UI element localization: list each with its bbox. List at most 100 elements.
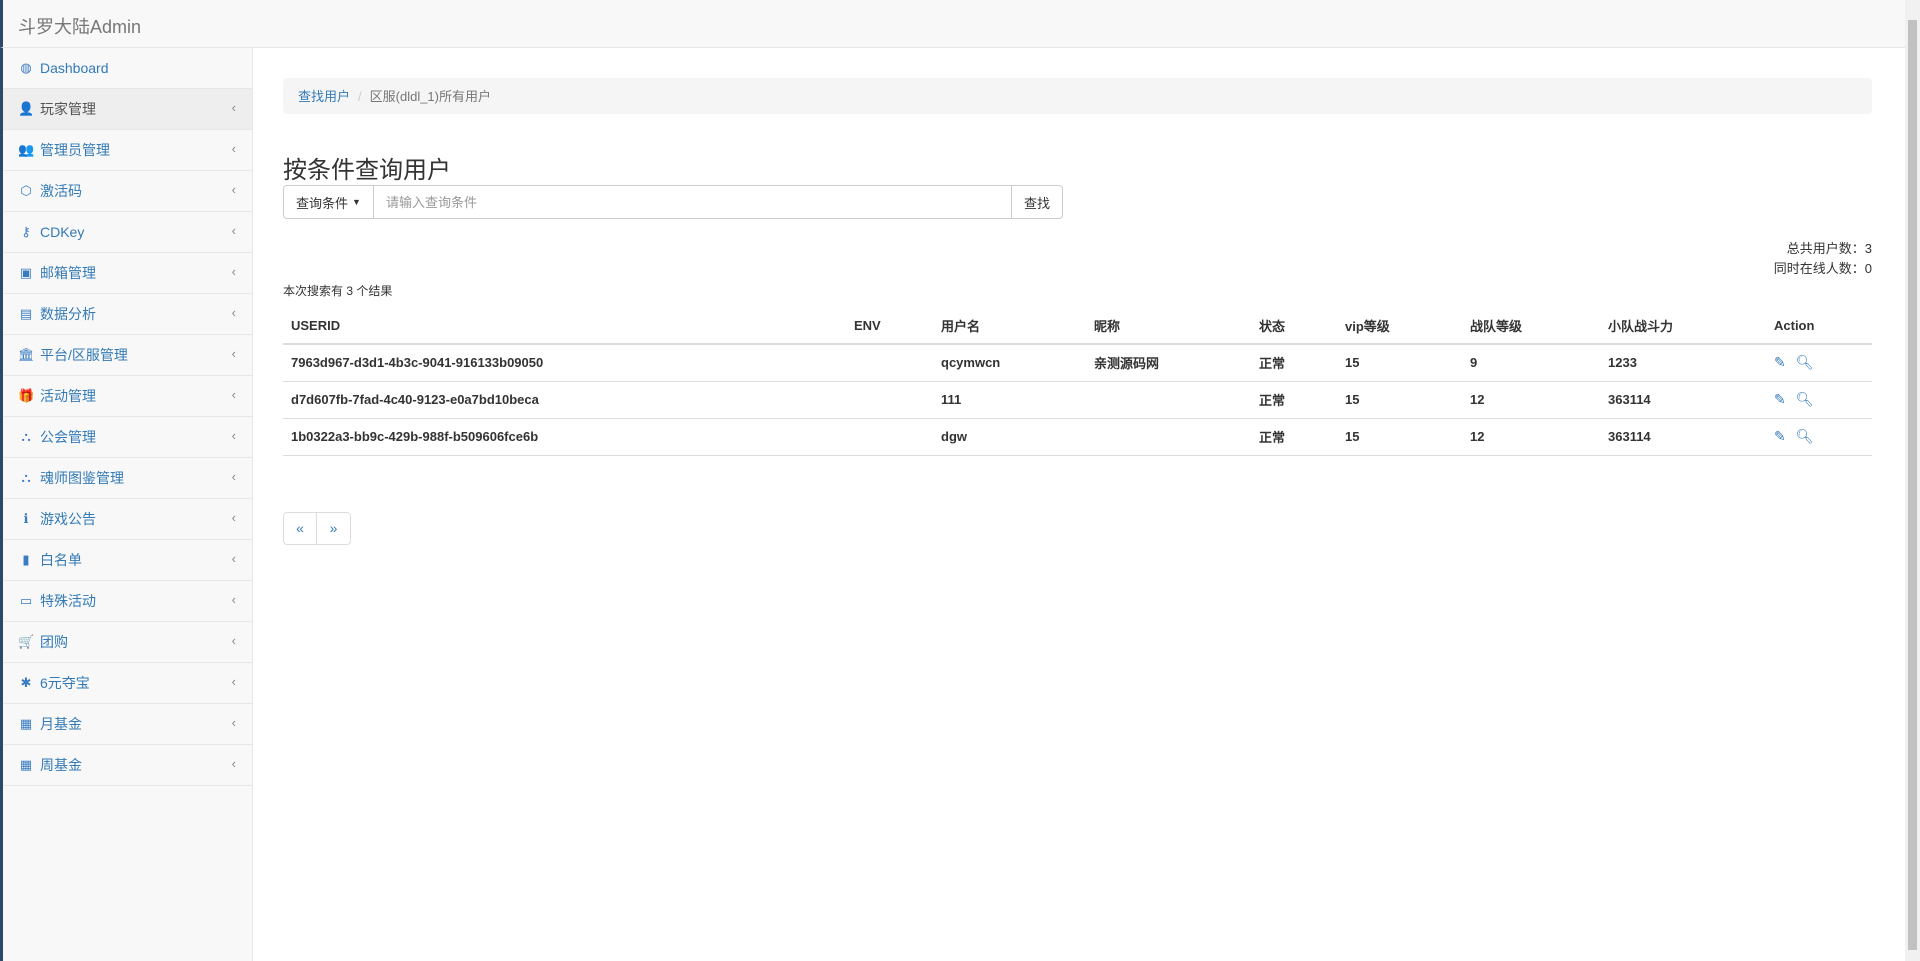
edit-icon[interactable]: ✎ — [1774, 354, 1786, 371]
table-cell: qcymwcn — [933, 344, 1086, 382]
sidebar-item-label: 平台/区服管理 — [40, 347, 128, 363]
column-header: ENV — [846, 307, 933, 345]
sitemap-icon: ⛬ — [21, 429, 31, 444]
user-stats: 总共用户数：3 同时在线人数：0 — [283, 239, 1872, 279]
chevron-left-icon: ‹ — [231, 100, 236, 115]
chevron-left-icon: ‹ — [231, 674, 236, 689]
table-cell — [846, 381, 933, 419]
user-icon: 👤 — [18, 101, 35, 116]
sidebar-item-9[interactable]: ⛬ 公会管理 ‹ — [3, 417, 252, 458]
sidebar-item-17[interactable]: ▦ 周基金 ‹ — [3, 745, 252, 786]
edit-icon[interactable]: ✎ — [1774, 391, 1786, 407]
app-title[interactable]: 斗罗大陆Admin — [18, 17, 142, 37]
table-cell — [846, 418, 933, 456]
table-cell: 111 — [933, 381, 1086, 419]
table-cell: 正常 — [1251, 381, 1337, 419]
inbox-icon: ▣ — [19, 265, 33, 280]
action-cell: ✎ 🔍︎ — [1766, 344, 1872, 382]
sidebar-item-label: 魂师图鉴管理 — [40, 470, 124, 486]
money-icon: ▭ — [19, 593, 33, 608]
sidebar-item-label: 6元夺宝 — [40, 675, 90, 691]
table-cell — [846, 344, 933, 382]
online-users: 同时在线人数：0 — [1773, 261, 1872, 276]
chevron-left-icon: ‹ — [231, 387, 236, 402]
chevron-left-icon: ‹ — [231, 592, 236, 607]
sidebar-item-label: 游戏公告 — [40, 511, 96, 527]
sidebar-item-4[interactable]: ⚷ CDKey ‹ — [3, 212, 252, 253]
sidebar-item-label: 数据分析 — [40, 306, 96, 322]
table-cell: 15 — [1337, 344, 1462, 382]
sidebar-item-label: Dashboard — [40, 60, 109, 76]
calendar-icon: ▦ — [19, 716, 33, 731]
chevron-left-icon: ‹ — [231, 223, 236, 238]
sidebar-item-11[interactable]: ℹ 游戏公告 ‹ — [3, 499, 252, 540]
column-header: 昵称 — [1086, 307, 1251, 345]
chevron-left-icon: ‹ — [231, 633, 236, 648]
breadcrumb: 查找用户 / 区服(dldl_1)所有用户 — [283, 78, 1872, 114]
column-header: 小队战斗力 — [1600, 307, 1766, 345]
search-icon[interactable]: 🔍︎ — [1795, 428, 1814, 444]
asterisk-icon: ✱ — [20, 675, 32, 690]
sidebar-item-5[interactable]: ▣ 邮箱管理 ‹ — [3, 253, 252, 294]
column-header: USERID — [283, 307, 846, 345]
search-input[interactable] — [373, 185, 1012, 219]
sidebar-item-1[interactable]: 👤 玩家管理 ‹ — [3, 89, 252, 130]
table-cell: 7963d967-d3d1-4b3c-9041-916133b09050 — [283, 344, 846, 382]
chevron-left-icon: ‹ — [231, 141, 236, 156]
column-header: 战队等级 — [1462, 307, 1600, 345]
sidebar-item-12[interactable]: ▮ 白名单 ‹ — [3, 540, 252, 581]
sidebar-item-label: 月基金 — [40, 716, 82, 732]
sidebar-item-13[interactable]: ▭ 特殊活动 ‹ — [3, 581, 252, 622]
table-row: d7d607fb-7fad-4c40-9123-e0a7bd10beca 111 正… — [283, 381, 1872, 419]
sidebar-item-16[interactable]: ▦ 月基金 ‹ — [3, 704, 252, 745]
sidebar-item-0[interactable]: ◍ Dashboard — [3, 48, 252, 89]
table-cell: 15 — [1337, 381, 1462, 419]
chevron-left-icon: ‹ — [231, 182, 236, 197]
edit-icon[interactable]: ✎ — [1774, 428, 1786, 444]
search-icon[interactable]: 🔍︎ — [1795, 391, 1814, 407]
column-header: 状态 — [1251, 307, 1337, 345]
sidebar-item-7[interactable]: 🏛 平台/区服管理 ‹ — [3, 335, 252, 376]
table-cell: 363114 — [1600, 418, 1766, 456]
chevron-left-icon: ‹ — [231, 715, 236, 730]
result-count: 本次搜索有 3 个结果 — [283, 284, 393, 298]
calendar-icon: ▦ — [19, 757, 33, 772]
search-button[interactable]: 查找 — [1011, 185, 1063, 219]
codepen-icon: ⬡ — [20, 183, 32, 198]
table-row: 7963d967-d3d1-4b3c-9041-916133b09050 qcym… — [283, 344, 1872, 382]
next-page-button[interactable]: » — [317, 511, 351, 545]
info-icon: ℹ — [23, 511, 29, 526]
sidebar-item-label: 特殊活动 — [40, 593, 96, 609]
prev-page-button[interactable]: « — [283, 511, 317, 545]
sidebar-item-label: 玩家管理 — [40, 101, 96, 117]
table-cell: 15 — [1337, 418, 1462, 456]
sidebar-item-8[interactable]: 🎁 活动管理 ‹ — [3, 376, 252, 417]
chevron-left-icon: ‹ — [231, 756, 236, 771]
main-content: 查找用户 / 区服(dldl_1)所有用户 按条件查询用户 查询条件▼ 查找 总共用… — [283, 78, 1872, 545]
sidebar-item-3[interactable]: ⬡ 激活码 ‹ — [3, 171, 252, 212]
table-cell: 9 — [1462, 344, 1600, 382]
sidebar-item-2[interactable]: 👥 管理员管理 ‹ — [3, 130, 252, 171]
sidebar-item-10[interactable]: ⛬ 魂师图鉴管理 ‹ — [3, 458, 252, 499]
search-icon[interactable]: 🔍︎ — [1795, 354, 1814, 371]
sidebar-item-15[interactable]: ✱ 6元夺宝 ‹ — [3, 663, 252, 704]
file-icon: ▮ — [22, 552, 30, 567]
sidebar-item-6[interactable]: ▤ 数据分析 ‹ — [3, 294, 252, 335]
users-icon: 👥 — [18, 142, 35, 157]
column-header: Action — [1766, 307, 1872, 345]
sidebar-item-14[interactable]: 🛒 团购 ‹ — [3, 622, 252, 663]
sidebar-item-label: 活动管理 — [40, 388, 96, 404]
page-title: 按条件查询用户 — [283, 157, 451, 184]
shopping-cart-icon: 🛒 — [18, 634, 35, 649]
table-cell: 1b0322a3-bb9c-429b-988f-b509606fce6b — [283, 418, 846, 456]
scrollbar-thumb[interactable] — [1908, 20, 1917, 950]
query-condition-dropdown[interactable]: 查询条件 ▼ — [283, 185, 374, 219]
scrollbar[interactable] — [1905, 0, 1920, 961]
breadcrumb-find-user[interactable]: 查找用户 — [298, 89, 351, 104]
bank-icon: 🏛 — [18, 347, 35, 362]
column-header: vip等级 — [1337, 307, 1462, 345]
gift-icon: 🎁 — [18, 388, 35, 403]
table-cell: 363114 — [1600, 381, 1766, 419]
sidebar: ◍ Dashboard 👤 玩家管理 ‹ 👥 管理员管理 ‹ ⬡ 激活码 ‹ ⚷ CDKey ‹ ▣ 邮箱管理… — [0, 48, 253, 961]
chevron-left-icon: ‹ — [231, 510, 236, 525]
